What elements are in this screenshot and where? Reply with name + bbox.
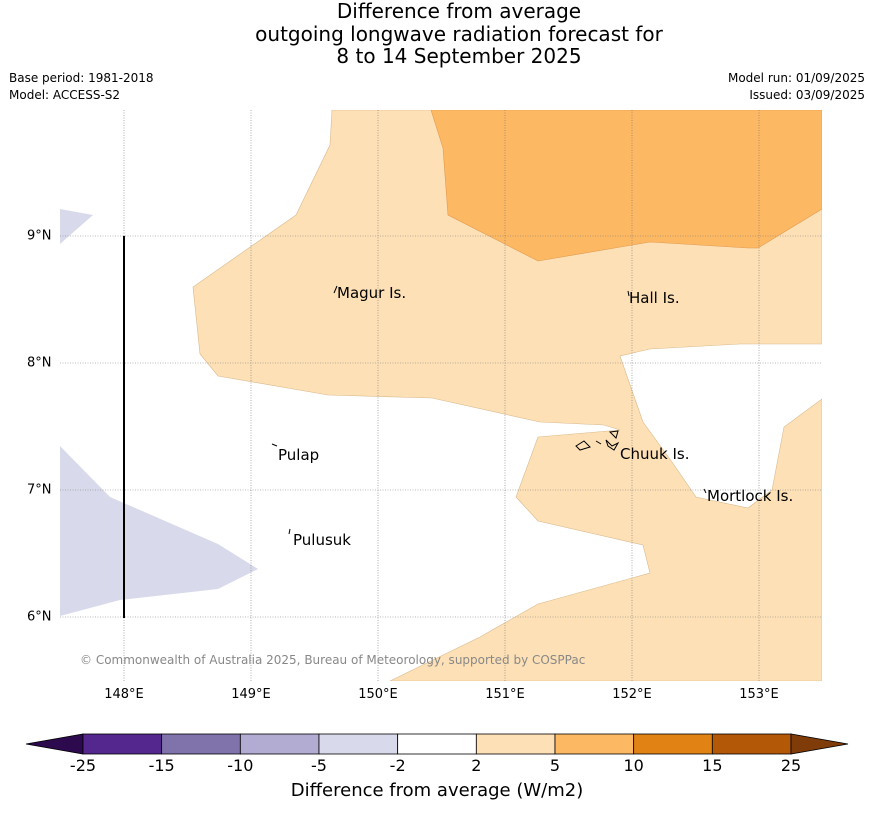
base-period: Base period: 1981-2018: [9, 71, 154, 85]
longitude-tick-label: 151°E: [485, 687, 525, 702]
place-label-hall: Hall Is.: [629, 289, 680, 307]
island-outlines: [271, 285, 707, 535]
colorbar-tick-label: 25: [780, 756, 802, 775]
place-label-pulap: Pulap: [278, 446, 320, 464]
chuuk-island-shape-1: [575, 440, 591, 451]
colorbar-segment: [161, 733, 241, 755]
latitude-tick-label: 9°N: [27, 228, 52, 244]
title-line-1: Difference from average: [336, 0, 582, 23]
longitude-tick-label: 152°E: [612, 687, 652, 702]
anomaly-region-2-to-5: [192, 110, 822, 681]
anomaly-region-minus5-to-minus2-south: [60, 446, 258, 616]
pulap-island-shape: [271, 443, 278, 447]
colorbar-tick-label: -25: [69, 756, 97, 775]
place-label-mortlock: Mortlock Is.: [707, 487, 794, 505]
magur-island-shape: [333, 285, 338, 294]
longitude-tick-label: 149°E: [231, 687, 271, 702]
title-line-2: outgoing longwave radiation forecast for: [255, 21, 663, 46]
anomaly-region-minus5-to-minus2-north: [60, 209, 93, 244]
colorbar-segment: [82, 733, 163, 755]
colorbar-tick-label: 2: [471, 756, 482, 775]
colorbar-tick-label: -15: [148, 756, 175, 775]
model-run: Model run: 01/09/2025: [727, 71, 865, 85]
meta-left: Base period: 1981-2018 Model: ACCESS-S2: [9, 70, 154, 104]
place-label-chuuk: Chuuk Is.: [620, 445, 690, 463]
anomaly-region-5-to-10: [430, 110, 822, 262]
colorbar-segment: [554, 733, 635, 755]
longitude-tick-label: 148°E: [104, 687, 144, 702]
colorbar-extend-min: [25, 733, 84, 755]
chuuk-island-shape-4: [608, 430, 619, 439]
chuuk-island-shape-3: [605, 439, 620, 451]
colorbar-segment: [633, 733, 713, 755]
colorbar-segment: [397, 733, 477, 755]
copyright-notice: © Commonwealth of Australia 2025, Bureau…: [80, 653, 586, 667]
chuuk-island-shape-2: [595, 440, 602, 445]
title-line-3: 8 to 14 September 2025: [336, 44, 582, 68]
colorbar-segment: [239, 733, 320, 755]
colorbar-segment: [318, 733, 399, 755]
longitude-tick-label: 150°E: [358, 687, 398, 702]
colorbar-tick-label: 5: [549, 756, 561, 775]
latitude-tick-label: 8°N: [27, 355, 52, 371]
colorbar-segment: [475, 733, 556, 755]
meta-right: Model run: 01/09/2025 Issued: 03/09/2025: [728, 70, 865, 104]
graticule: [60, 110, 822, 681]
place-label-magur: Magur Is.: [337, 284, 407, 302]
map-plot-area: [60, 110, 822, 681]
place-label-pulusuk: Pulusuk: [293, 531, 351, 549]
pulusuk-island-shape: [288, 528, 291, 535]
latitude-tick-label: 6°N: [27, 609, 52, 625]
colorbar: [25, 733, 849, 755]
hall-island-shape: [627, 290, 630, 297]
model-name: Model: ACCESS-S2: [9, 88, 121, 102]
colorbar-tick-label: -10: [227, 756, 254, 775]
colorbar-tick-label: 15: [702, 756, 723, 775]
colorbar-extend-max: [790, 733, 849, 755]
colorbar-title: Difference from average (W/m2): [290, 780, 584, 801]
map-title: Difference from average outgoing longwav…: [0, 0, 873, 68]
colorbar-tick-label: -2: [389, 756, 406, 775]
longitude-tick-label: 153°E: [739, 687, 779, 702]
mortlock-island-shape: [703, 488, 707, 494]
colorbar-segment: [711, 733, 792, 755]
issued-date: Issued: 03/09/2025: [749, 88, 865, 102]
colorbar-tick-label: -5: [311, 756, 327, 775]
latitude-tick-label: 7°N: [27, 482, 52, 498]
colorbar-tick-label: 10: [623, 756, 644, 775]
